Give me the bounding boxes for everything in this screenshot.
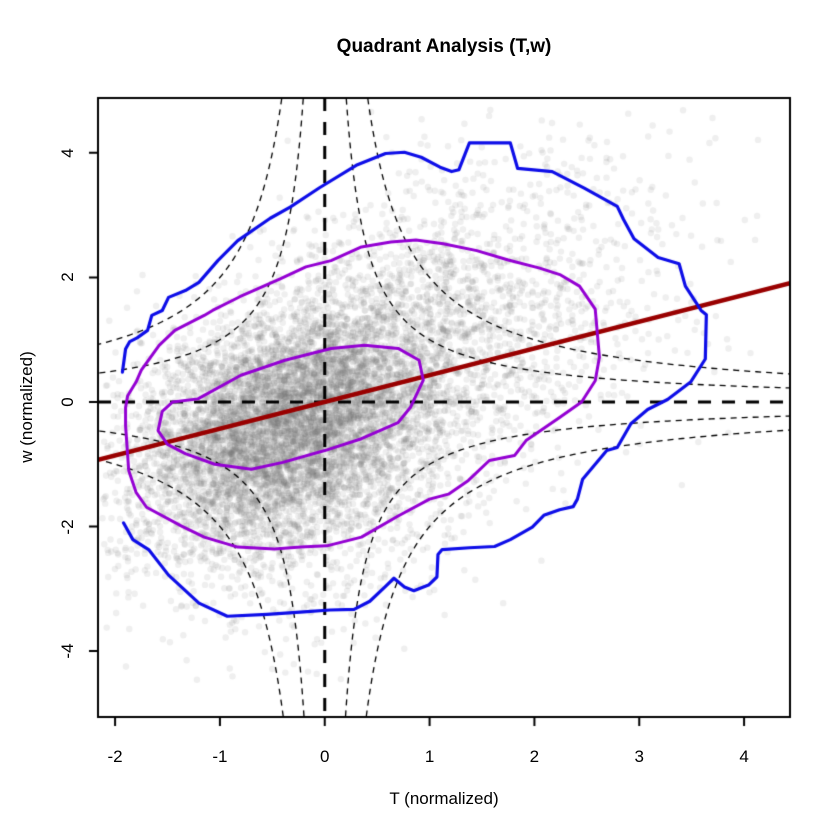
- y-tick-label: 2: [58, 272, 77, 283]
- x-tick-label: 0: [320, 747, 330, 766]
- x-tick-label: 1: [424, 747, 435, 766]
- chart-title: Quadrant Analysis (T,w): [336, 36, 552, 57]
- x-tick-label: -2: [107, 747, 123, 766]
- x-axis-label: T (normalized): [389, 789, 499, 808]
- x-tick-label: -1: [212, 747, 228, 766]
- x-tick-label: 3: [634, 747, 644, 766]
- x-tick-label: 4: [739, 747, 749, 766]
- y-tick-label: -4: [58, 643, 77, 659]
- x-tick-label: 2: [529, 747, 540, 766]
- y-tick-label: 0: [58, 397, 77, 407]
- y-tick-label: -2: [58, 518, 77, 535]
- y-tick-label: 4: [58, 148, 77, 158]
- y-axis-label: w (normalized): [17, 351, 36, 463]
